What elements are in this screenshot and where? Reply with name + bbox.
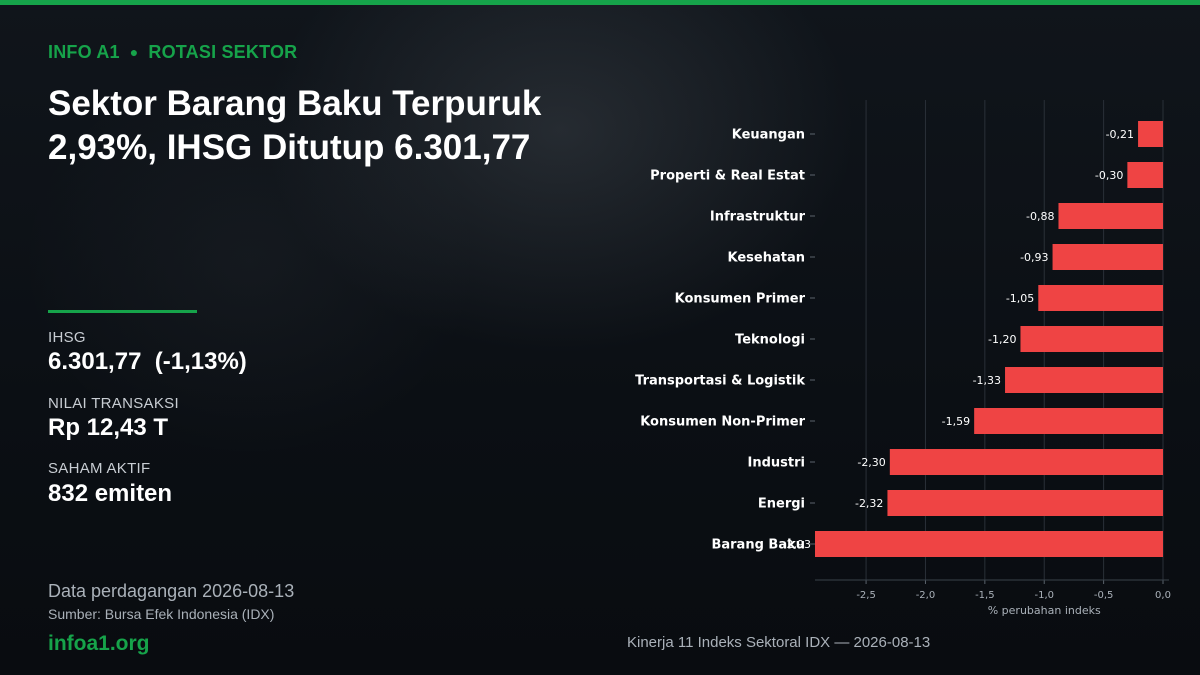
chart-bars <box>815 121 1163 557</box>
x-axis-title: % perubahan indeks <box>988 604 1101 617</box>
top-accent-bar <box>0 0 1200 5</box>
x-tick-label: 0,0 <box>1155 590 1171 601</box>
headline: Sektor Barang Baku Terpuruk 2,93%, IHSG … <box>48 82 608 170</box>
stat-value-transaction: Rp 12,43 T <box>48 414 169 441</box>
value-label: -1,05 <box>1006 292 1034 305</box>
category-label: Energi <box>758 497 805 512</box>
stat-label-ihsg: IHSG <box>48 329 86 346</box>
value-label: -2,93 <box>783 538 811 551</box>
stat-value-active-stocks: 832 emiten <box>48 480 173 507</box>
chart-caption: Kinerja 11 Indeks Sektoral IDX — 2026-08… <box>627 634 931 651</box>
category-label: Barang Baku <box>711 538 805 553</box>
category-label: Properti & Real Estat <box>650 169 805 184</box>
category-label: Transportasi & Logistik <box>635 374 805 389</box>
chart-labels: Keuangan -0,21 Properti & Real Estat -0,30 I… <box>635 128 1134 553</box>
value-label: -0,30 <box>1095 169 1123 182</box>
x-tick-label: -2,5 <box>856 590 876 601</box>
bar <box>889 449 1163 475</box>
chart-x-axis: -2,5 -2,0 -1,5 -1,0 -0,5 0,0 % perubahan indek… <box>810 133 1171 617</box>
category-label: Keuangan <box>732 128 805 143</box>
brand-link[interactable]: infoa1.org <box>48 632 150 655</box>
value-label: -1,33 <box>973 374 1001 387</box>
kicker-dot-icon: ● <box>129 44 139 60</box>
stat-label-active-stocks: SAHAM AKTIF <box>48 460 151 477</box>
kicker: INFO A1 ● ROTASI SEKTOR <box>48 42 297 63</box>
value-label: -2,32 <box>855 497 883 510</box>
kicker-section: ROTASI SEKTOR <box>148 42 298 62</box>
stat-value-ihsg: 6.301,77 (-1,13%) <box>48 348 247 375</box>
kicker-brand: INFO A1 <box>48 42 120 62</box>
category-label: Teknologi <box>735 333 805 348</box>
bar <box>1058 203 1163 229</box>
value-label: -2,30 <box>857 456 885 469</box>
value-label: -1,20 <box>988 333 1016 346</box>
bar <box>1052 244 1163 270</box>
category-label: Infrastruktur <box>710 210 806 225</box>
x-tick-label: -1,0 <box>1034 590 1054 601</box>
bar <box>1127 162 1163 188</box>
headline-line-2: 2,93%, IHSG Ditutup 6.301,77 <box>48 128 531 167</box>
bar <box>887 490 1163 516</box>
bar <box>1038 285 1163 311</box>
category-label: Kesehatan <box>728 251 806 266</box>
x-tick-label: -0,5 <box>1094 590 1114 601</box>
headline-line-1: Sektor Barang Baku Terpuruk <box>48 84 542 123</box>
data-source: Sumber: Bursa Efek Indonesia (IDX) <box>48 606 275 622</box>
value-label: -0,93 <box>1020 251 1048 264</box>
stat-label-transaction: NILAI TRANSAKSI <box>48 395 179 412</box>
bar <box>815 531 1163 557</box>
bar <box>1138 121 1163 147</box>
category-label: Industri <box>748 456 805 471</box>
category-label: Konsumen Non-Primer <box>640 415 805 430</box>
bar <box>974 408 1163 434</box>
x-tick-label: -1,5 <box>975 590 995 601</box>
stats-divider <box>48 310 197 313</box>
value-label: -1,59 <box>942 415 970 428</box>
value-label: -0,88 <box>1026 210 1054 223</box>
x-tick-label: -2,0 <box>916 590 936 601</box>
bar <box>1005 367 1163 393</box>
category-label: Konsumen Primer <box>675 292 806 307</box>
bar <box>1020 326 1163 352</box>
value-label: -0,21 <box>1106 128 1134 141</box>
data-date: Data perdagangan 2026-08-13 <box>48 581 295 601</box>
